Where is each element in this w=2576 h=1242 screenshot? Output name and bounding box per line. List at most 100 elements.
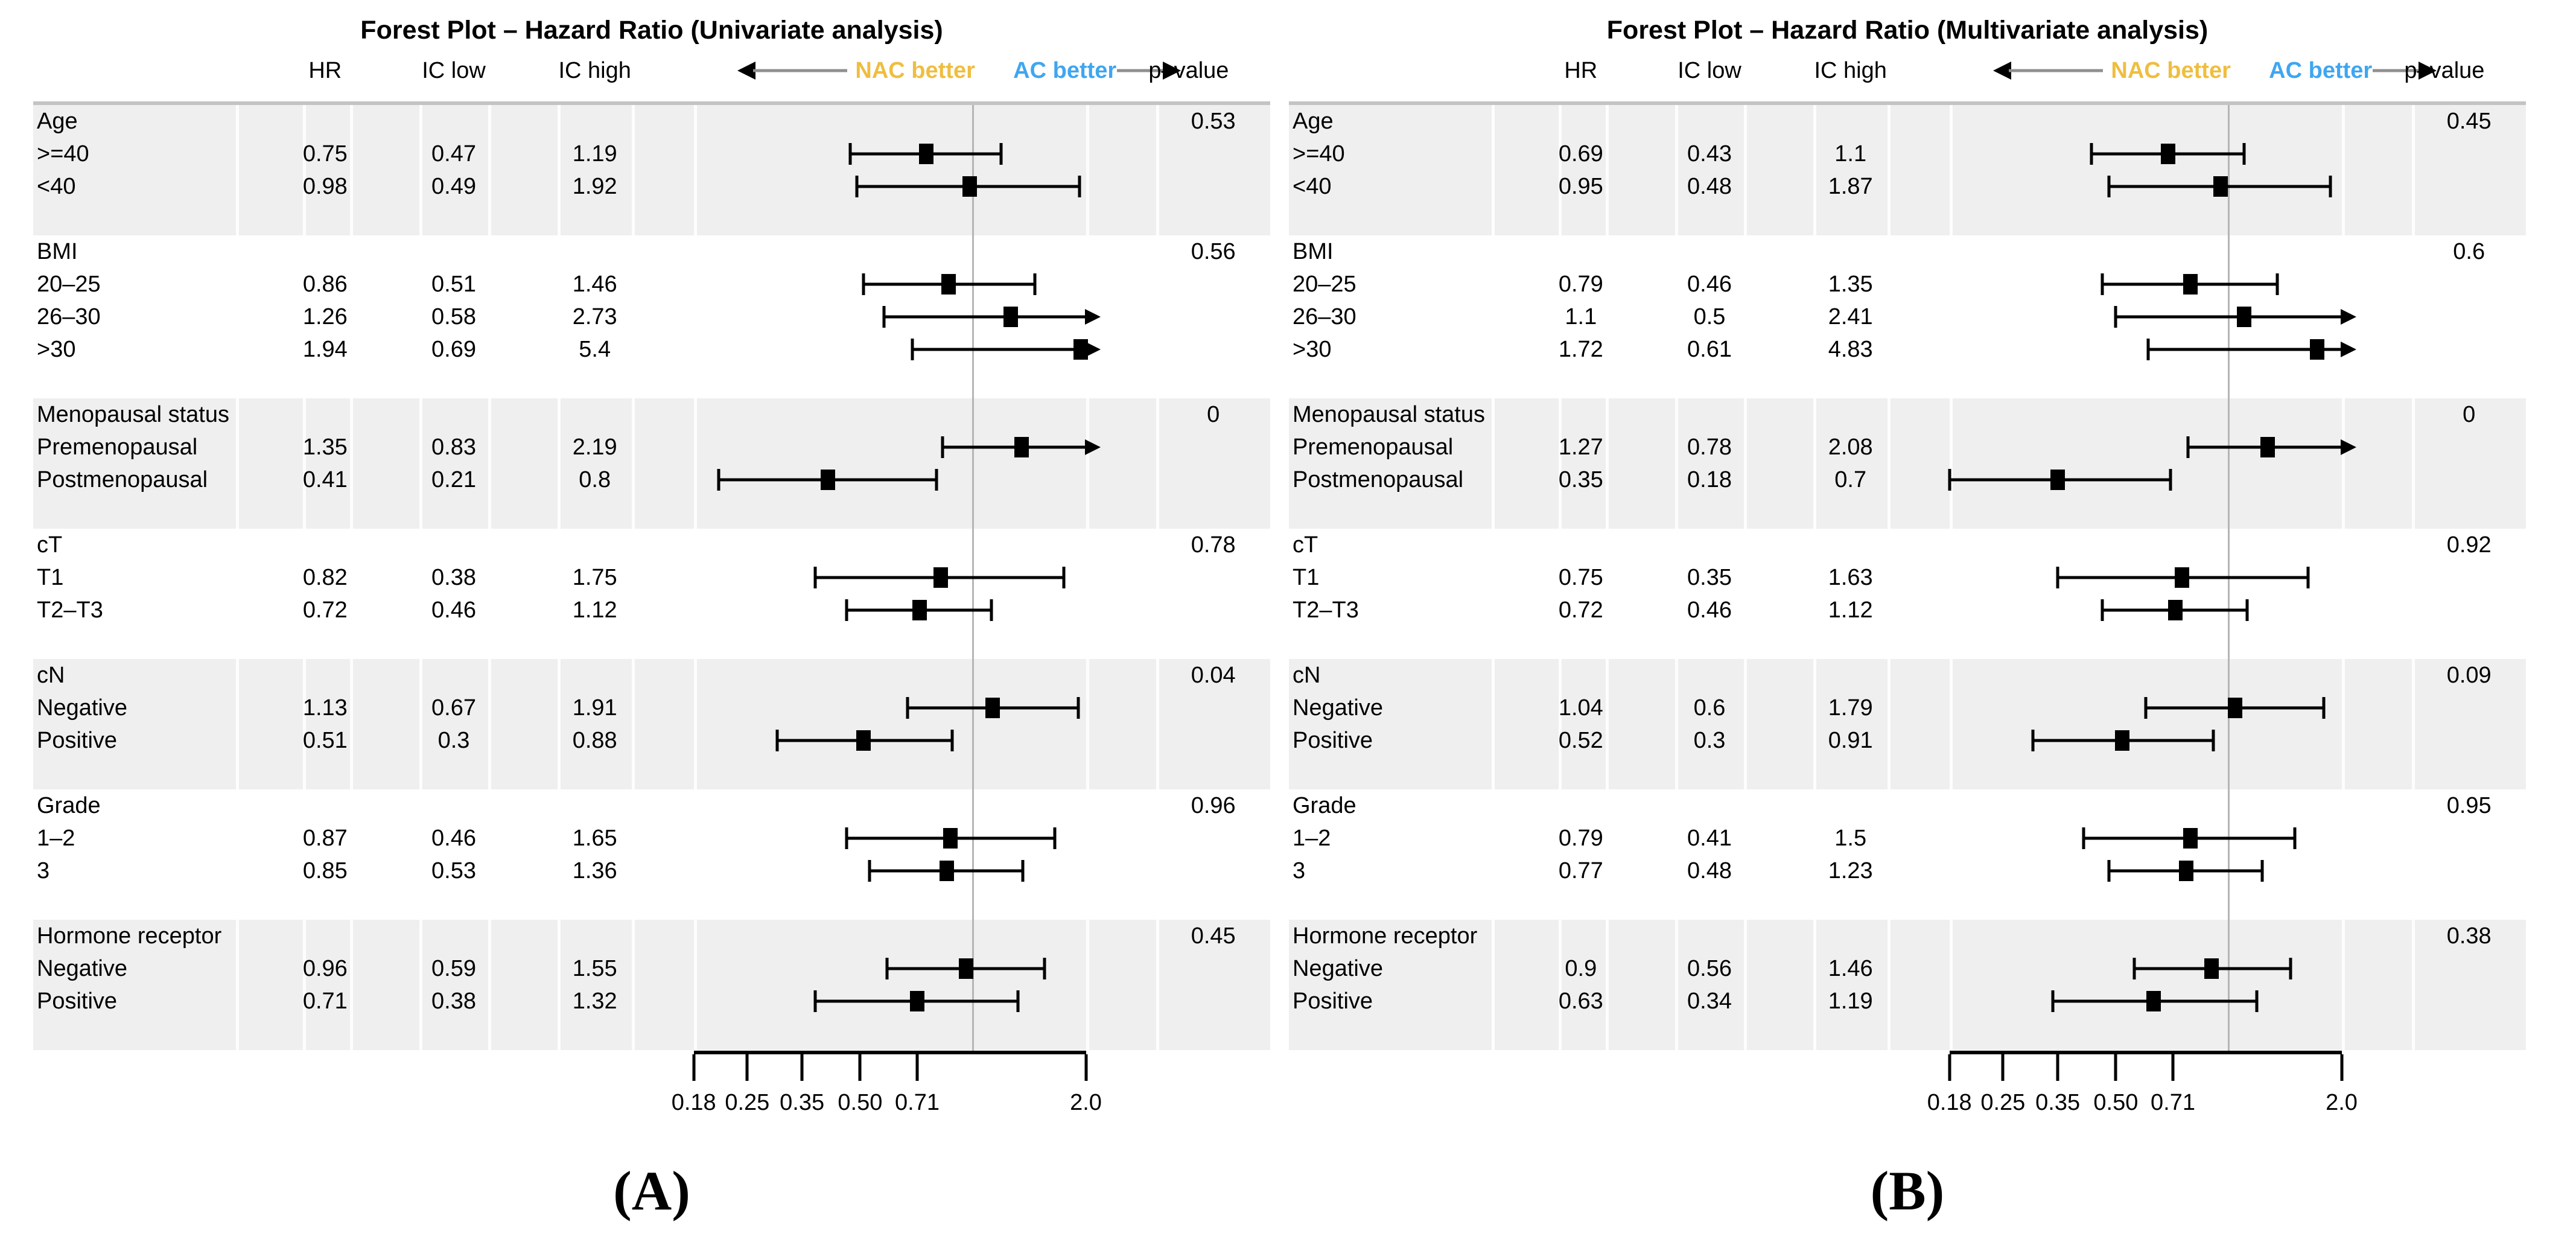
ic-high-value: 1.19 [1828, 989, 1873, 1014]
hr-point-marker [856, 730, 871, 751]
group-header-row: Age 0.45 [1289, 105, 2526, 138]
group-header-row: Hormone receptor 0.45 [33, 920, 1270, 952]
row-label: >=40 [37, 141, 89, 167]
hr-value: 0.82 [302, 565, 348, 590]
column-separator [2412, 659, 2415, 789]
section-spacer-row [33, 203, 1270, 235]
hr-point-marker [1073, 339, 1089, 360]
panel-caption: (B) [1870, 1160, 1945, 1221]
column-separator [2412, 920, 2415, 1050]
section-spacer-row [33, 366, 1270, 398]
ic-low-value: 0.47 [431, 141, 476, 167]
nac-better-arrow-shaft [753, 69, 847, 72]
column-separator [1605, 398, 1609, 529]
header-rule [1289, 101, 2526, 105]
ci-cap-right [950, 730, 954, 751]
column-separator [1492, 920, 1495, 1050]
hr-point-marker [943, 828, 958, 849]
hr-value: 0.79 [1558, 272, 1603, 297]
x-axis-tick-label: 0.71 [895, 1090, 940, 1115]
ci-plot-cell [1950, 594, 2342, 626]
column-separator [1156, 920, 1160, 1050]
hr-value: 1.94 [302, 337, 348, 362]
ac-better-arrow-icon [2418, 62, 2437, 80]
column-separator [488, 920, 492, 1050]
x-axis-tick [745, 1054, 749, 1081]
column-separator [632, 920, 635, 1050]
ci-plot-cell [1950, 855, 2342, 887]
ic-high-value: 1.63 [1828, 565, 1873, 590]
forest-row: Premenopausal 1.27 0.78 2.08 [1289, 431, 2526, 463]
hr-point-marker [962, 176, 978, 197]
hr-value: 0.72 [1558, 597, 1603, 623]
group-header-row: Menopausal status 0 [33, 398, 1270, 431]
p-value: 0.09 [2446, 663, 2492, 688]
ic-low-value: 0.58 [431, 304, 476, 330]
ci-cap-right [1033, 273, 1037, 295]
forest-row: Negative 1.04 0.6 1.79 [1289, 692, 2526, 724]
ci-cap-left [2090, 143, 2093, 165]
forest-row: Negative 0.9 0.56 1.46 [1289, 952, 2526, 985]
x-axis-tick [2114, 1054, 2117, 1081]
x-axis [692, 1051, 1088, 1081]
section-spacer-row [33, 626, 1270, 659]
group-header-row: Grade 0.95 [1289, 789, 2526, 822]
row-label: T2–T3 [1293, 597, 1359, 623]
ci-cap-left [855, 176, 859, 197]
x-axis-tick [2056, 1054, 2059, 1081]
forest-row: >=40 0.69 0.43 1.1 [1289, 138, 2526, 170]
hr-value: 0.41 [302, 467, 348, 492]
column-separator [1558, 105, 1562, 235]
ic-high-value: 0.91 [1828, 728, 1873, 753]
column-separator [1558, 659, 1562, 789]
column-separator [302, 659, 306, 789]
x-axis-tick [858, 1054, 862, 1081]
column-separator [236, 659, 240, 789]
ic-high-value: 1.65 [572, 826, 617, 851]
hr-point-marker [985, 698, 1000, 718]
group-header-row: BMI 0.6 [1289, 235, 2526, 268]
ic-high-value: 1.79 [1828, 695, 1873, 721]
ic-high-value: 0.88 [572, 728, 617, 753]
group-label: Grade [1293, 793, 1356, 818]
ci-plot-cell [1950, 724, 2342, 757]
hr-point-marker [2161, 144, 2176, 164]
variable-group: Grade 0.95 1–2 0.79 0.41 1.5 3 0.77 0.48 1.23 [1289, 789, 2526, 920]
ci-cap-right [1062, 567, 1066, 588]
ac-better-arrow-shaft [2372, 69, 2419, 72]
legend-ac-better: AC better [2269, 58, 2373, 83]
column-separator [558, 920, 561, 1050]
column-separator [1813, 398, 1817, 529]
column-separator [1086, 659, 1089, 789]
ci-plot-cell [1950, 138, 2342, 170]
x-axis-tick-label: 0.35 [2035, 1090, 2081, 1115]
p-value: 0.56 [1191, 239, 1236, 264]
forest-row: T2–T3 0.72 0.46 1.12 [33, 594, 1270, 626]
ic-low-value: 0.69 [431, 337, 476, 362]
panel-body: Age 0.45 >=40 0.69 0.43 1.1 <40 0.95 0.48 1.87 BMI… [1289, 105, 2526, 1050]
hr-point-marker [912, 600, 927, 620]
column-separator [693, 920, 697, 1050]
variable-group: BMI 0.6 20–25 0.79 0.46 1.35 26–30 1.1 0.5 2.41 >3… [1289, 235, 2526, 398]
x-axis-tick [1084, 1054, 1088, 1081]
hr-point-marker [2183, 274, 2198, 295]
hr-point-marker [959, 958, 974, 979]
col-header-pvalue: p–value [1148, 58, 1229, 83]
group-header-row: cT 0.92 [1289, 529, 2526, 561]
column-separator [236, 398, 240, 529]
ci-cap-left [2107, 860, 2111, 882]
ci-plot-cell [694, 301, 1101, 333]
p-value: 0.78 [1191, 532, 1236, 558]
ci-cap-left [848, 143, 852, 165]
ci-cap-right [2275, 273, 2279, 295]
column-separator [1674, 920, 1678, 1050]
row-label: Positive [37, 728, 118, 753]
ic-low-value: 0.51 [431, 272, 476, 297]
p-value: 0.45 [2446, 109, 2492, 134]
ic-low-value: 0.21 [431, 467, 476, 492]
column-separator [419, 659, 422, 789]
forest-row: >30 1.94 0.69 5.4 [33, 333, 1270, 366]
hr-point-marker [2146, 991, 2161, 1011]
ci-cap-left [813, 990, 817, 1012]
row-label: Negative [1293, 695, 1383, 721]
